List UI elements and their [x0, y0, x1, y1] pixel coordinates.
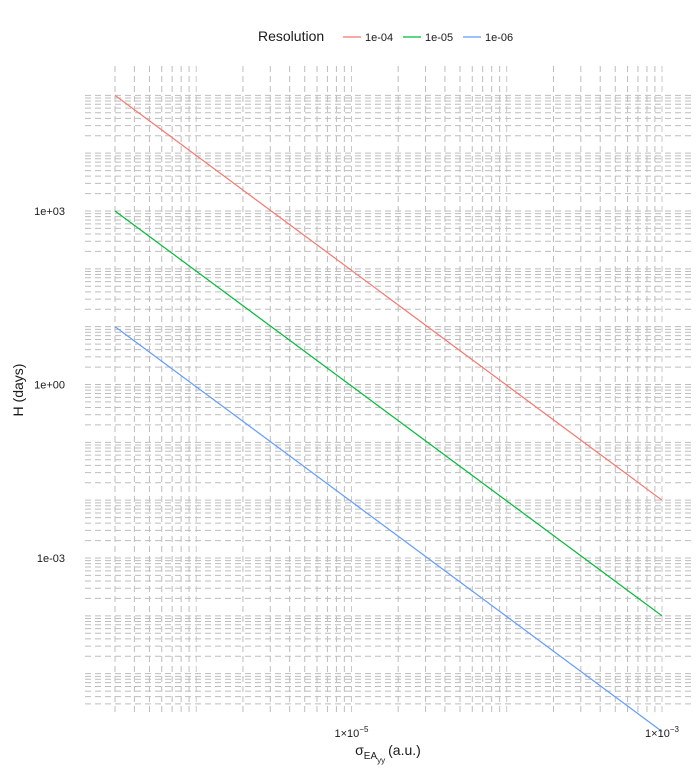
- x-axis-ticks: 1×10−5 1×10−3: [335, 725, 680, 740]
- legend-label-1e-06: 1e-06: [485, 32, 513, 44]
- y-axis-title: H (days): [10, 364, 26, 417]
- legend-items: 1e-04 1e-05 1e-06: [343, 32, 513, 44]
- x-axis-title: σEAyy(a.u.): [355, 742, 421, 765]
- legend-label-1e-05: 1e-05: [425, 32, 453, 44]
- legend: Resolution 1e-04 1e-05 1e-06: [258, 28, 513, 44]
- y-axis-ticks: 1e+03 1e+00 1e-03: [34, 206, 65, 565]
- grid-minor: [85, 66, 691, 712]
- legend-label-1e-04: 1e-04: [365, 32, 393, 44]
- x-tick-label: 1×10−5: [335, 725, 369, 740]
- y-tick-label: 1e+00: [34, 380, 65, 392]
- grid-major: [85, 66, 691, 712]
- series-layer: [114, 94, 663, 732]
- series-line-1e-05: [114, 210, 663, 617]
- series-line-1e-06: [114, 326, 663, 732]
- legend-title: Resolution: [258, 28, 324, 44]
- y-tick-label: 1e-03: [37, 553, 65, 565]
- x-tick-label: 1×10−3: [645, 725, 679, 740]
- y-tick-label: 1e+03: [34, 206, 65, 218]
- series-line-1e-04: [114, 94, 663, 501]
